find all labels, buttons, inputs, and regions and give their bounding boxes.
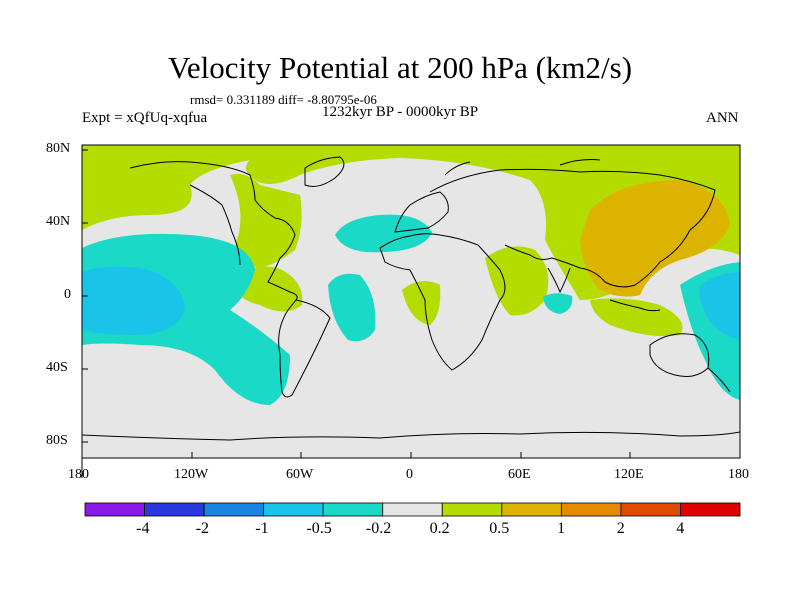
colorbar-swatch (144, 502, 205, 517)
lon-tick-label: 60W (286, 467, 314, 482)
colorbar-label: 0.2 (429, 520, 450, 537)
experiment-label: Expt = xQfUq-xqfua (82, 110, 208, 126)
lon-tick-label: 180 (68, 467, 89, 482)
lat-tick-label: 80N (46, 141, 71, 156)
negative-region-tropical-atlantic (328, 273, 376, 342)
colorbar-swatch (680, 502, 741, 517)
plot-title: Velocity Potential at 200 hPa (km2/s) (167, 50, 633, 85)
positive-region-north-america (230, 173, 302, 268)
colorbar-label: 2 (616, 520, 625, 537)
colorbar-swatch (560, 502, 622, 517)
colorbar (84, 502, 741, 517)
colorbar-label: 4 (676, 520, 685, 537)
negative-region-central-pacific (82, 266, 185, 335)
colorbar-swatch (382, 502, 443, 517)
colorbar-label: -0.2 (365, 520, 392, 537)
colorbar-label: 1 (557, 520, 566, 537)
contour-field (82, 145, 740, 458)
lon-tick-marks (81, 452, 741, 458)
season-label: ANN (706, 110, 739, 126)
positive-region-asia (580, 180, 730, 297)
lat-tick-label: 0 (64, 287, 71, 302)
lat-tick-label: 80S (46, 433, 68, 448)
coastlines (82, 156, 740, 441)
colorbar-swatch (322, 502, 384, 517)
stats-line: rmsd= 0.331189 diff= -8.80795e-06 (190, 92, 377, 107)
negative-region-north-atlantic (335, 214, 432, 253)
colorbar-swatch (84, 502, 145, 517)
colorbar-label: -2 (195, 520, 210, 537)
lat-tick-label: 40N (46, 214, 71, 229)
lat-tick-label: 40S (46, 360, 68, 375)
positive-region-south-atlantic (402, 281, 441, 325)
positive-region-east-africa (485, 246, 549, 316)
colorbar-label: -0.5 (306, 520, 332, 537)
colorbar-swatch (203, 502, 265, 517)
lon-tick-label: 120W (174, 467, 209, 482)
positive-region-arctic (82, 145, 740, 300)
colorbar-label: -4 (136, 520, 150, 537)
lat-tick-marks (81, 149, 88, 478)
colorbar-swatch (620, 502, 681, 517)
colorbar-label: -1 (255, 520, 269, 537)
positive-region-indonesia (590, 298, 683, 337)
lon-tick-label: 0 (406, 467, 413, 482)
lon-tick-label: 60E (508, 467, 531, 482)
colorbar-swatch (263, 502, 324, 517)
lon-tick-label: 180 (728, 467, 749, 482)
period-label: 1232kyr BP - 0000kyr BP (322, 104, 479, 120)
colorbar-label: 0.5 (489, 520, 510, 537)
colorbar-swatch (441, 502, 503, 517)
lon-tick-label: 120E (614, 467, 644, 482)
negative-region-indian-ocean (543, 293, 573, 314)
negative-region-maritime (699, 272, 740, 340)
colorbar-swatch (501, 502, 562, 517)
